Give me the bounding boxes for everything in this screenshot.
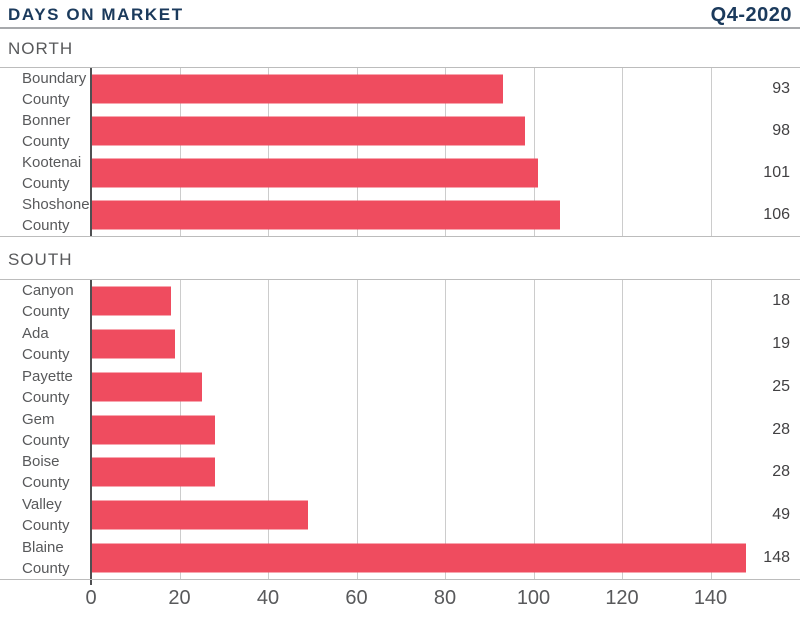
gridline [710, 68, 712, 236]
gridline [622, 280, 623, 579]
bar [91, 500, 308, 530]
category-label: Kootenai County [22, 154, 82, 192]
category-label: Valley County [22, 495, 70, 534]
gridline [268, 280, 269, 579]
value-label: 148 [763, 548, 790, 566]
zero-tick-mark [90, 580, 92, 585]
category-label: Shoshone County [22, 196, 90, 234]
category-label: Bonner County [22, 112, 71, 150]
gridline [179, 68, 181, 236]
x-tick-label: 0 [85, 587, 97, 609]
bar-row: Boundary County 93 [0, 68, 800, 110]
gridline [622, 68, 623, 236]
bar [91, 74, 503, 104]
section-south: SOUTH Canyon County 18 Ada County 19 Payette Co… [0, 237, 800, 580]
gridline [356, 280, 358, 579]
bar-row: Boise County 28 [0, 451, 800, 494]
value-label: 19 [772, 335, 790, 353]
value-label: 49 [772, 505, 790, 523]
bar [91, 543, 746, 573]
value-label: 25 [772, 377, 790, 395]
gridline [356, 68, 358, 236]
bar-row: Canyon County 18 [0, 280, 800, 323]
section-label-south: SOUTH [8, 250, 73, 269]
report-header: DAYS ON MARKET Q4-2020 [0, 0, 800, 29]
category-label: Ada County [22, 325, 70, 364]
bar-row: Shoshone County 106 [0, 194, 800, 236]
bar [91, 415, 215, 445]
bar-row: Bonner County 98 [0, 110, 800, 152]
x-tick-label: 100 [516, 587, 551, 609]
section-label-north: NORTH [8, 39, 74, 58]
bar-row: Gem County 28 [0, 408, 800, 451]
period-label: Q4-2020 [710, 4, 792, 26]
value-label: 28 [772, 420, 790, 438]
x-tick-label: 140 [693, 587, 728, 609]
bar [91, 329, 176, 359]
gridline [533, 68, 535, 236]
category-label: Canyon County [22, 282, 74, 321]
x-tick-label: 20 [168, 587, 191, 609]
north-bar-chart: Boundary County 93 Bonner County 98 Kootenai Co… [0, 67, 800, 237]
value-label: 28 [772, 463, 790, 481]
axis-zero-line [90, 280, 92, 579]
x-tick-label: 40 [256, 587, 280, 609]
bar-row: Kootenai County 101 [0, 152, 800, 194]
gridline [445, 68, 446, 236]
x-tick-label: 80 [433, 587, 457, 609]
axis-zero-line [90, 68, 92, 236]
bar [91, 158, 538, 188]
page-title: DAYS ON MARKET [8, 5, 184, 24]
bar-row: Payette County 25 [0, 365, 800, 408]
bar [91, 286, 171, 316]
value-label: 93 [772, 80, 790, 97]
gridline [268, 68, 269, 236]
bar-row: Ada County 19 [0, 323, 800, 366]
bar [91, 372, 202, 402]
category-label: Boise County [22, 453, 70, 492]
x-tick-label: 120 [605, 587, 639, 609]
bar-row: Blaine County 148 [0, 536, 800, 579]
category-label: Payette County [22, 367, 73, 406]
bar [91, 116, 525, 146]
x-axis: 0 20 40 60 80 100 120 140 [0, 580, 800, 614]
value-label: 106 [763, 206, 790, 223]
south-bar-chart: Canyon County 18 Ada County 19 Payette County 25… [0, 279, 800, 580]
gridline [445, 280, 446, 579]
value-label: 98 [772, 122, 790, 139]
bar [91, 200, 561, 230]
bar-row: Valley County 49 [0, 494, 800, 537]
gridline [533, 280, 535, 579]
category-label: Gem County [22, 410, 70, 449]
gridline [710, 280, 712, 579]
category-label: Blaine County [22, 538, 70, 577]
x-tick-label: 60 [345, 587, 368, 609]
bar [91, 457, 215, 487]
category-label: Boundary County [22, 70, 87, 108]
value-label: 18 [772, 292, 790, 310]
section-north: NORTH Boundary County 93 Bonner County 98 Koot… [0, 29, 800, 237]
value-label: 101 [763, 164, 790, 181]
